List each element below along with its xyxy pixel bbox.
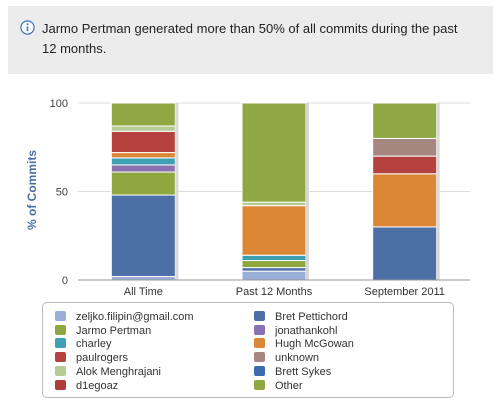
legend-swatch [254, 338, 265, 349]
y-tick-label: 0 [62, 275, 68, 287]
legend-swatch [55, 311, 66, 321]
legend-swatch [254, 379, 265, 390]
legend-swatch [254, 311, 265, 321]
legend-item[interactable]: Other [254, 379, 303, 394]
legend-label: Brett Sykes [275, 365, 332, 378]
bars [110, 102, 440, 281]
legend-item[interactable]: charley [55, 338, 111, 352]
legend-swatch [55, 324, 66, 335]
legend-label: unknown [275, 352, 320, 365]
bar-segment[interactable] [372, 173, 438, 228]
x-tick-label: Past 12 Months [236, 286, 313, 298]
bar-segment[interactable] [110, 125, 176, 132]
legend-item[interactable]: unknown [254, 352, 319, 366]
y-tick-label: 50 [56, 187, 68, 199]
legend-label: jonathankohl [275, 324, 338, 337]
bar-shadow [306, 103, 309, 280]
legend-label: Other [275, 379, 303, 392]
bar-segment[interactable] [110, 164, 176, 173]
bar-segment[interactable] [110, 102, 176, 127]
legend-item[interactable]: Alok Menghrajani [55, 365, 161, 380]
bar-segment[interactable] [110, 157, 176, 166]
bar-segment[interactable] [241, 267, 307, 272]
bar-segment[interactable] [241, 270, 307, 281]
bar-segment[interactable] [241, 254, 307, 262]
bar-segment[interactable] [241, 205, 307, 256]
info-circle-icon [20, 20, 35, 35]
legend-item[interactable]: Brett Sykes [254, 365, 332, 380]
chart-legend: zeljko.filipin@gmail.com Bret Pettichord J… [42, 302, 454, 398]
bar-segment[interactable] [372, 155, 438, 175]
bar-segment[interactable] [241, 201, 307, 207]
bar-segment[interactable] [110, 152, 176, 159]
bar-segment[interactable] [372, 102, 438, 139]
legend-swatch [55, 379, 66, 390]
legend-item[interactable]: Jarmo Pertman [55, 324, 152, 339]
legend-item[interactable]: jonathankohl [254, 324, 338, 339]
legend-label: zeljko.filipin@gmail.com [76, 311, 194, 323]
info-banner: Jarmo Pertman generated more than 50% of… [8, 6, 493, 74]
bar-segment[interactable] [372, 137, 438, 157]
legend-item[interactable]: Hugh McGowan [254, 338, 354, 352]
legend-item[interactable]: zeljko.filipin@gmail.com [55, 311, 194, 325]
legend-label: charley [76, 338, 112, 351]
legend-swatch [55, 352, 66, 363]
bar-segment[interactable] [110, 275, 176, 281]
legend-item[interactable]: paulrogers [55, 352, 128, 366]
legend-label: paulrogers [76, 352, 128, 365]
legend-item[interactable]: d1egoaz [55, 379, 119, 394]
bar-segment[interactable] [372, 226, 438, 281]
x-tick-label: All Time [124, 286, 163, 298]
bar-segment[interactable] [110, 130, 176, 154]
legend-label: Jarmo Pertman [76, 324, 152, 337]
y-tick-label: 100 [50, 98, 68, 110]
legend-label: d1egoaz [76, 379, 119, 392]
legend-label: Hugh McGowan [275, 338, 354, 351]
stacked-bar-chart: 0 50 100 All Time Past 12 Months September 20… [25, 98, 470, 298]
bar-shadow [175, 103, 179, 280]
legend-swatch [254, 365, 265, 376]
legend-label: Alok Menghrajani [76, 365, 161, 378]
legend-item[interactable]: Bret Pettichord [254, 311, 348, 325]
bar-segment[interactable] [241, 260, 307, 269]
bar-segment[interactable] [110, 194, 176, 277]
y-axis-label: % of Commits [25, 150, 39, 230]
axes: 0 50 100 All Time Past 12 Months September 20… [50, 98, 470, 298]
legend-label: Bret Pettichord [275, 311, 348, 323]
legend-swatch [55, 338, 66, 349]
bar-segment[interactable] [110, 171, 176, 196]
legend-swatch [254, 324, 265, 335]
x-tick-label: September 2011 [364, 286, 445, 298]
legend-swatch [254, 352, 265, 363]
info-message: Jarmo Pertman generated more than 50% of… [42, 21, 458, 56]
bar-shadow [436, 103, 440, 280]
legend-swatch [55, 365, 66, 376]
bar-segment[interactable] [241, 102, 307, 203]
